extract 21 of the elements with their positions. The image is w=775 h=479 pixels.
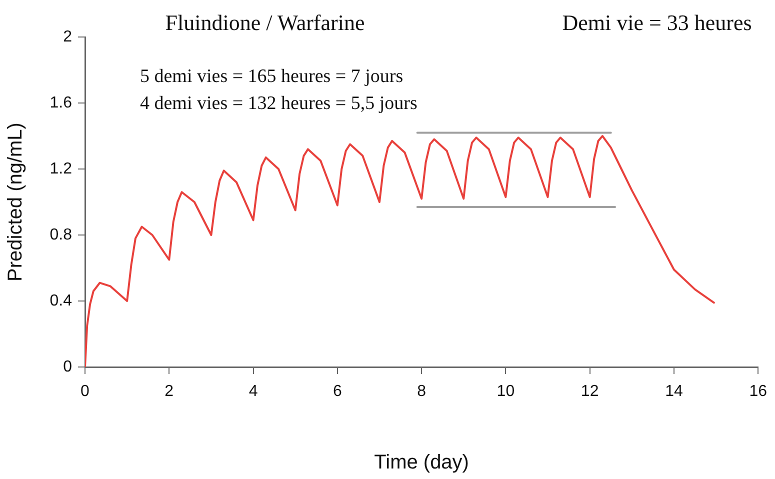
x-tick-label: 0 [80,383,90,400]
text: Demi vie = 33 heures [562,10,752,35]
x-tick-label: 4 [248,383,258,400]
x-tick-label: 12 [580,383,599,400]
y-tick-label: 1.6 [50,94,72,112]
x-tick-label: 8 [417,383,426,400]
x-axis-title: Time (day) [374,452,469,474]
y-tick-label: 0.4 [50,292,72,310]
chart-title: Fluindione / Warfarine [165,10,365,35]
annotation: 4 demi vies = 132 heures = 5,5 jours [140,92,418,114]
annotation: 5 demi vies = 165 heures = 7 jours [140,66,404,87]
y-tick-label: 2 [63,28,72,46]
y-tick-label: 0 [63,358,72,376]
y-axis-title: Predicted (ng/mL) [4,122,27,282]
x-tick-label: 14 [665,383,683,400]
x-tick-label: 10 [496,383,515,400]
x-tick-label: 2 [164,383,174,400]
y-tick-label: 0.8 [50,226,72,244]
y-tick-label: 1.2 [50,160,72,178]
x-tick-label: 16 [749,383,768,400]
x-tick-label: 6 [332,383,342,400]
